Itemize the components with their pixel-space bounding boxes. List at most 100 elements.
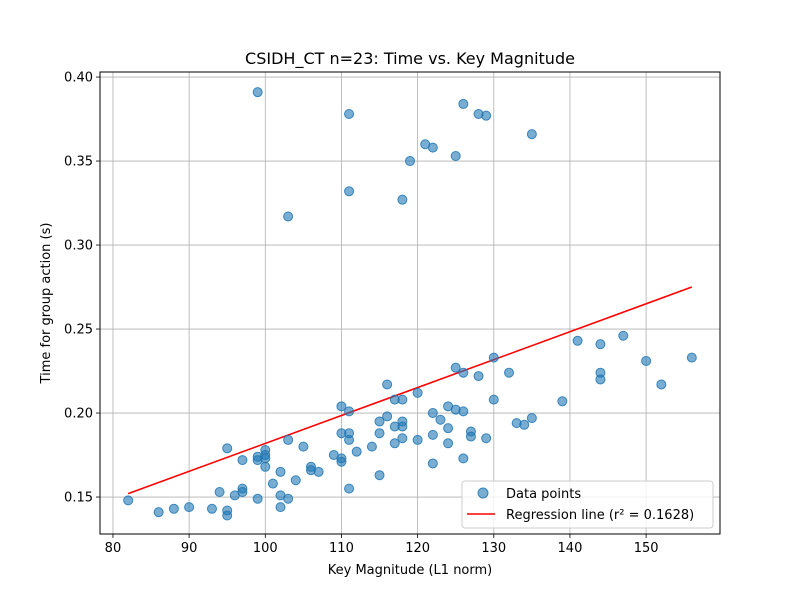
data-point: [595, 339, 606, 350]
data-point: [656, 379, 667, 390]
data-point: [427, 142, 438, 153]
data-point: [557, 396, 568, 407]
data-point: [275, 466, 286, 477]
x-tick-label: 90: [181, 541, 198, 556]
legend-label-data-points: Data points: [506, 487, 581, 502]
data-point: [275, 502, 286, 513]
data-point: [237, 487, 248, 497]
y-tick-label: 0.35: [64, 155, 93, 170]
data-point: [237, 455, 248, 466]
regression-line: [127, 286, 693, 495]
data-point: [344, 434, 355, 445]
data-point: [481, 110, 492, 121]
legend-box: [461, 480, 714, 529]
data-point: [465, 431, 476, 442]
data-point: [450, 362, 461, 373]
data-point: [397, 433, 408, 444]
data-point: [222, 510, 233, 521]
chart-title: CSIDH_CT n=23: Time vs. Key Magnitude: [245, 49, 575, 69]
data-point: [283, 493, 294, 504]
data-point: [351, 446, 362, 457]
data-point: [168, 503, 179, 514]
y-tick-label: 0.20: [64, 407, 93, 422]
data-point: [519, 419, 530, 430]
data-point: [260, 453, 271, 464]
y-tick-label: 0.40: [64, 71, 93, 86]
data-point: [336, 456, 347, 467]
data-point: [252, 87, 263, 98]
data-point: [595, 374, 606, 385]
y-tick-label: 0.15: [64, 491, 93, 506]
data-point: [153, 507, 164, 518]
grid: [100, 72, 720, 534]
legend-marker-data-points: [477, 487, 489, 499]
data-point: [450, 151, 461, 161]
data-point: [435, 414, 446, 425]
regression-layer: [127, 286, 693, 495]
y-tick-label: 0.30: [64, 239, 93, 254]
data-point: [458, 453, 469, 464]
data-point: [427, 458, 438, 469]
data-point: [572, 335, 583, 346]
data-point: [526, 129, 537, 140]
data-point: [382, 379, 393, 390]
data-point: [641, 355, 652, 366]
data-point: [344, 109, 355, 119]
data-point: [488, 394, 499, 405]
axis-ticks: 80 90 100 110 120 130 140 150 0.15 0.20 0.25 0.30 0.…: [64, 71, 658, 556]
data-point: [412, 387, 423, 398]
data-point: [283, 211, 294, 222]
plot-area-frame: [99, 71, 721, 535]
data-point: [206, 503, 217, 514]
data-point: [427, 408, 438, 419]
y-tick-label: 0.25: [64, 323, 93, 338]
x-tick-label: 120: [405, 541, 430, 556]
data-point: [473, 371, 484, 382]
data-point: [443, 438, 454, 449]
data-point: [344, 186, 355, 197]
data-point: [458, 406, 469, 417]
data-point: [344, 483, 355, 494]
data-point: [443, 423, 454, 434]
x-axis-label: Key Magnitude (L1 norm): [328, 563, 492, 578]
x-tick-label: 110: [329, 541, 354, 556]
data-point: [397, 194, 408, 205]
data-point: [313, 466, 324, 477]
data-point: [222, 443, 233, 454]
x-tick-label: 80: [105, 541, 122, 556]
data-point: [290, 475, 301, 486]
data-point: [184, 502, 195, 513]
data-points-layer: [123, 87, 697, 521]
x-tick-label: 150: [634, 541, 659, 556]
legend-label-regression-line: Regression line (r² = 0.1628): [506, 508, 694, 523]
data-point: [374, 470, 385, 481]
data-point: [397, 421, 408, 432]
data-point: [488, 352, 499, 363]
data-point: [427, 429, 438, 440]
data-point: [366, 441, 377, 452]
data-point: [526, 413, 537, 424]
data-point: [336, 401, 347, 412]
data-point: [481, 433, 492, 444]
data-point: [458, 98, 469, 109]
data-point: [686, 352, 697, 363]
data-point: [405, 156, 415, 167]
x-tick-label: 140: [558, 541, 583, 556]
y-axis-label: Time for group action (s): [39, 223, 54, 385]
x-tick-label: 100: [253, 541, 278, 556]
data-point: [374, 416, 385, 427]
legend: Data points Regression line (r² = 0.1628…: [461, 480, 714, 529]
data-point: [298, 441, 309, 452]
data-point: [214, 487, 225, 497]
x-tick-label: 130: [481, 541, 506, 556]
data-point: [389, 438, 400, 449]
data-point: [344, 406, 355, 417]
data-point: [260, 461, 271, 472]
data-point: [618, 330, 629, 341]
data-point: [397, 394, 408, 405]
data-point: [267, 478, 278, 489]
data-point: [374, 428, 385, 439]
data-point: [504, 367, 515, 378]
data-point: [412, 434, 423, 445]
